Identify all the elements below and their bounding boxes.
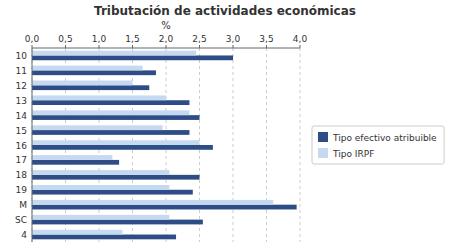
bar	[32, 70, 156, 75]
bar	[32, 190, 193, 195]
bar	[32, 115, 200, 120]
bar	[32, 160, 119, 165]
bar	[32, 95, 166, 100]
legend-swatch	[318, 148, 328, 158]
category-label: M	[19, 200, 27, 210]
bar	[32, 185, 169, 190]
category-label: 12	[16, 81, 27, 91]
chart: Tributación de actividades económicas% 0,…	[0, 0, 450, 250]
chart-svg: Tributación de actividades económicas% 0,…	[0, 0, 450, 250]
y-ticks: 10 11 12 13 14 15 16 17 18 19 M SC 4	[15, 51, 27, 240]
category-label: 10	[16, 51, 28, 61]
legend-label: Tipo efectivo atribuible	[332, 133, 437, 143]
bar	[32, 66, 143, 71]
tick-label: 1,0	[92, 34, 107, 44]
tick-label: 3,5	[259, 34, 273, 44]
category-label: 4	[21, 230, 27, 240]
bar	[32, 220, 203, 225]
tick-label: 1,5	[125, 34, 139, 44]
bar	[32, 215, 169, 220]
x-ticks: 0,0 0,5 1,0 1,5 2,0 2,5 3,0 3,5 4,0	[25, 34, 308, 48]
grid-line	[300, 48, 301, 242]
bar	[32, 170, 169, 175]
legend: Tipo efectivo atribuible Tipo IRPF	[312, 126, 444, 164]
category-label: 13	[16, 96, 27, 106]
bar	[32, 51, 196, 56]
tick-label: 0,5	[58, 34, 72, 44]
title: Tributación de actividades económicas	[94, 4, 356, 18]
bar	[32, 81, 133, 86]
grid-line	[266, 48, 267, 242]
category-label: 18	[16, 170, 28, 180]
bar	[32, 110, 189, 115]
legend-swatch	[318, 132, 328, 142]
bar	[32, 205, 297, 210]
bar	[32, 55, 233, 60]
category-label: 14	[16, 111, 28, 121]
category-label: 15	[16, 126, 27, 136]
legend-frame	[312, 126, 444, 164]
bar	[32, 125, 163, 130]
bar	[32, 130, 189, 135]
tick-label: 3,0	[226, 34, 241, 44]
category-label: SC	[15, 215, 27, 225]
tick-label: 4,0	[293, 34, 308, 44]
tick-label: 0,0	[25, 34, 40, 44]
grid	[32, 48, 300, 242]
grid-line	[32, 48, 33, 242]
tick-label: 2,5	[192, 34, 206, 44]
category-label: 17	[16, 155, 27, 165]
grid-line	[233, 48, 234, 242]
y-axis-line	[32, 48, 33, 242]
bar	[32, 230, 122, 235]
bars	[32, 51, 297, 240]
bar	[32, 175, 200, 180]
bar	[32, 155, 112, 160]
bar	[32, 235, 176, 240]
legend-label: Tipo IRPF	[332, 149, 374, 159]
x-axis-line	[32, 48, 300, 49]
bar	[32, 200, 273, 205]
tick-label: 2,0	[159, 34, 174, 44]
bar	[32, 100, 189, 105]
bar	[32, 85, 149, 90]
category-label: 16	[16, 141, 28, 151]
x-axis-label: %	[161, 20, 171, 31]
bar	[32, 140, 200, 145]
category-label: 19	[16, 185, 28, 195]
category-label: 11	[16, 66, 27, 76]
bar	[32, 145, 213, 150]
